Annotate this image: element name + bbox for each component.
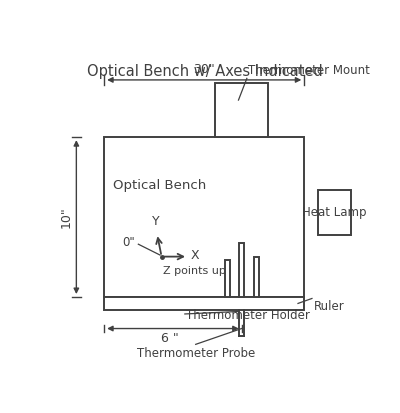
Bar <box>254 256 259 297</box>
Text: X: X <box>191 249 200 261</box>
Bar <box>318 190 351 235</box>
Bar <box>215 83 268 137</box>
Text: Optical Bench w/ Axes Indicated: Optical Bench w/ Axes Indicated <box>87 64 323 79</box>
Bar <box>225 260 230 297</box>
Text: Heat Lamp: Heat Lamp <box>302 206 367 219</box>
Bar <box>104 137 304 297</box>
Text: Y: Y <box>152 215 159 228</box>
Text: 10": 10" <box>60 206 73 228</box>
Bar <box>104 297 304 310</box>
Text: Thermometer Mount: Thermometer Mount <box>248 64 370 77</box>
Text: 6 ": 6 " <box>161 332 179 344</box>
Text: 30": 30" <box>193 63 215 76</box>
Bar <box>239 243 244 297</box>
Text: 0": 0" <box>122 236 135 249</box>
Text: Thermometer Holder: Thermometer Holder <box>186 309 310 322</box>
Text: Thermometer Probe: Thermometer Probe <box>136 347 255 361</box>
Text: Optical Bench: Optical Bench <box>114 179 207 192</box>
Text: Z points up: Z points up <box>163 266 226 276</box>
Text: Ruler: Ruler <box>314 300 344 313</box>
